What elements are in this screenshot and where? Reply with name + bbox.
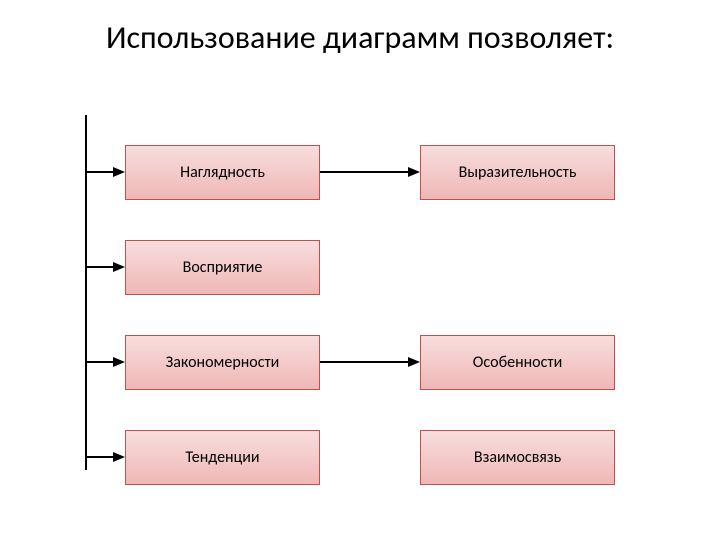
node-label: Тенденции [185,448,259,467]
node-n3: Восприятие [125,240,320,295]
short-arrow-0-head [113,167,125,177]
short-arrow-1-line [85,266,115,268]
stem-line [85,115,87,470]
long-arrow-0-line [320,171,410,173]
node-n5: Особенности [420,335,615,390]
long-arrow-1-head [408,357,420,367]
node-label: Выразительность [459,163,577,182]
page-title: Использование диаграмм позволяет: [0,18,720,57]
short-arrow-3-head [113,452,125,462]
node-label: Наглядность [180,163,265,182]
long-arrow-1-line [320,361,410,363]
node-n7: Взаимосвязь [420,430,615,485]
short-arrow-1-head [113,262,125,272]
node-label: Взаимосвязь [474,448,561,467]
node-n4: Закономерности [125,335,320,390]
node-label: Восприятие [183,258,263,277]
long-arrow-0-head [408,167,420,177]
short-arrow-0-line [85,171,115,173]
short-arrow-3-line [85,456,115,458]
node-n6: Тенденции [125,430,320,485]
short-arrow-2-line [85,361,115,363]
short-arrow-2-head [113,357,125,367]
node-n1: Наглядность [125,145,320,200]
node-label: Особенности [473,353,562,372]
node-label: Закономерности [166,353,280,372]
node-n2: Выразительность [420,145,615,200]
